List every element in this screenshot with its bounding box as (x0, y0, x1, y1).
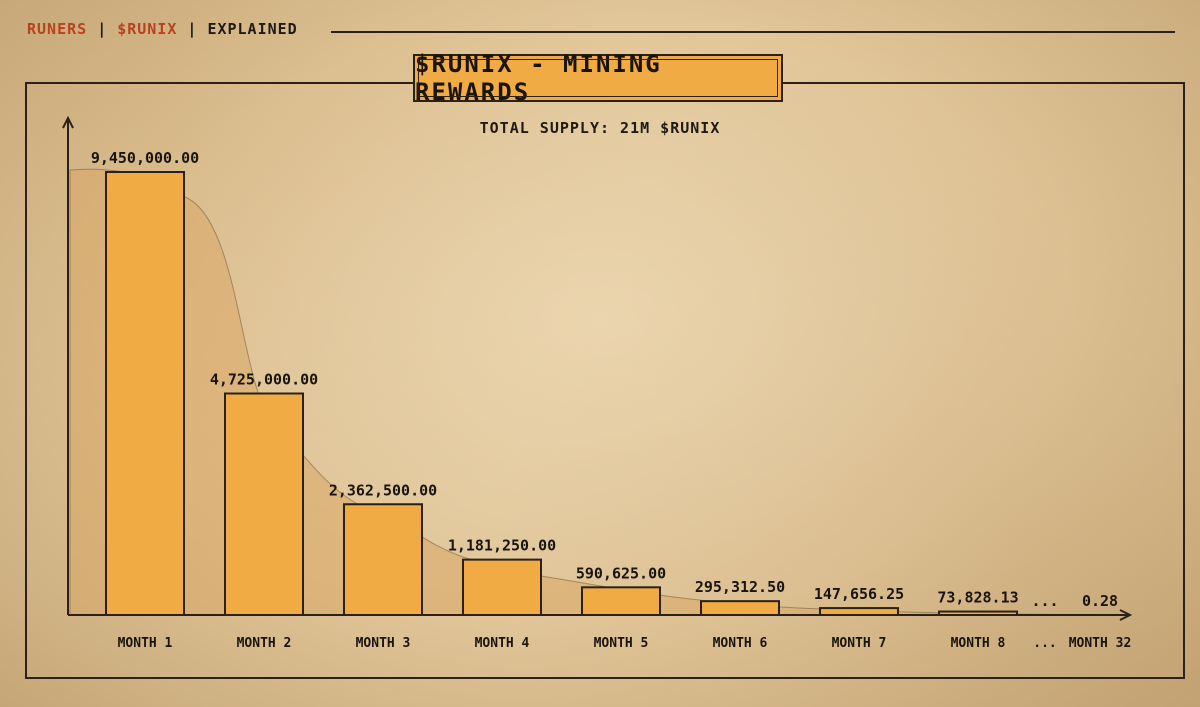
header-rule (331, 31, 1175, 33)
ellipsis-label: ... (1031, 592, 1058, 610)
category-label: MONTH 32 (1069, 636, 1132, 651)
bar-value-label: 9,450,000.00 (91, 149, 199, 167)
category-label: ... (1033, 636, 1056, 651)
bar (105, 171, 185, 616)
bar-value-label: 147,656.25 (814, 585, 904, 603)
chart-title-box: $RUNIX - MINING REWARDS (413, 50, 783, 106)
bar-value-label: 0.28 (1082, 592, 1118, 610)
brand-separator: | (187, 20, 198, 38)
bar (700, 600, 780, 616)
category-label: MONTH 2 (237, 636, 292, 651)
y-axis-arrow (62, 115, 74, 129)
category-label: MONTH 1 (118, 636, 173, 651)
bar-value-label: 4,725,000.00 (210, 371, 318, 389)
chart-subtitle: TOTAL SUPPLY: 21M $RUNIX (479, 119, 721, 137)
bar-value-label: 1,181,250.00 (448, 537, 556, 555)
brand-runix: $RUNIX (117, 20, 178, 38)
bar (224, 392, 304, 616)
bar-value-label: 590,625.00 (576, 564, 666, 582)
brand-runers: RUNERS (27, 20, 88, 38)
bar (462, 558, 542, 616)
category-label: MONTH 8 (951, 636, 1006, 651)
bar-value-label: 73,828.13 (937, 589, 1018, 607)
bar (581, 586, 661, 616)
category-label: MONTH 7 (832, 636, 887, 651)
category-label: MONTH 3 (356, 636, 411, 651)
bar (819, 607, 899, 616)
bar-value-label: 2,362,500.00 (329, 481, 437, 499)
bar (343, 503, 423, 616)
category-label: MONTH 4 (475, 636, 530, 651)
bar-value-label: 295,312.50 (695, 578, 785, 596)
category-label: MONTH 6 (713, 636, 768, 651)
brand-explained: EXPLAINED (207, 20, 298, 38)
category-label: MONTH 5 (594, 636, 649, 651)
brand-header: RUNERS | $RUNIX | EXPLAINED (27, 20, 298, 38)
bar (938, 610, 1018, 617)
x-axis-arrow (1119, 609, 1133, 621)
brand-separator: | (97, 20, 108, 38)
